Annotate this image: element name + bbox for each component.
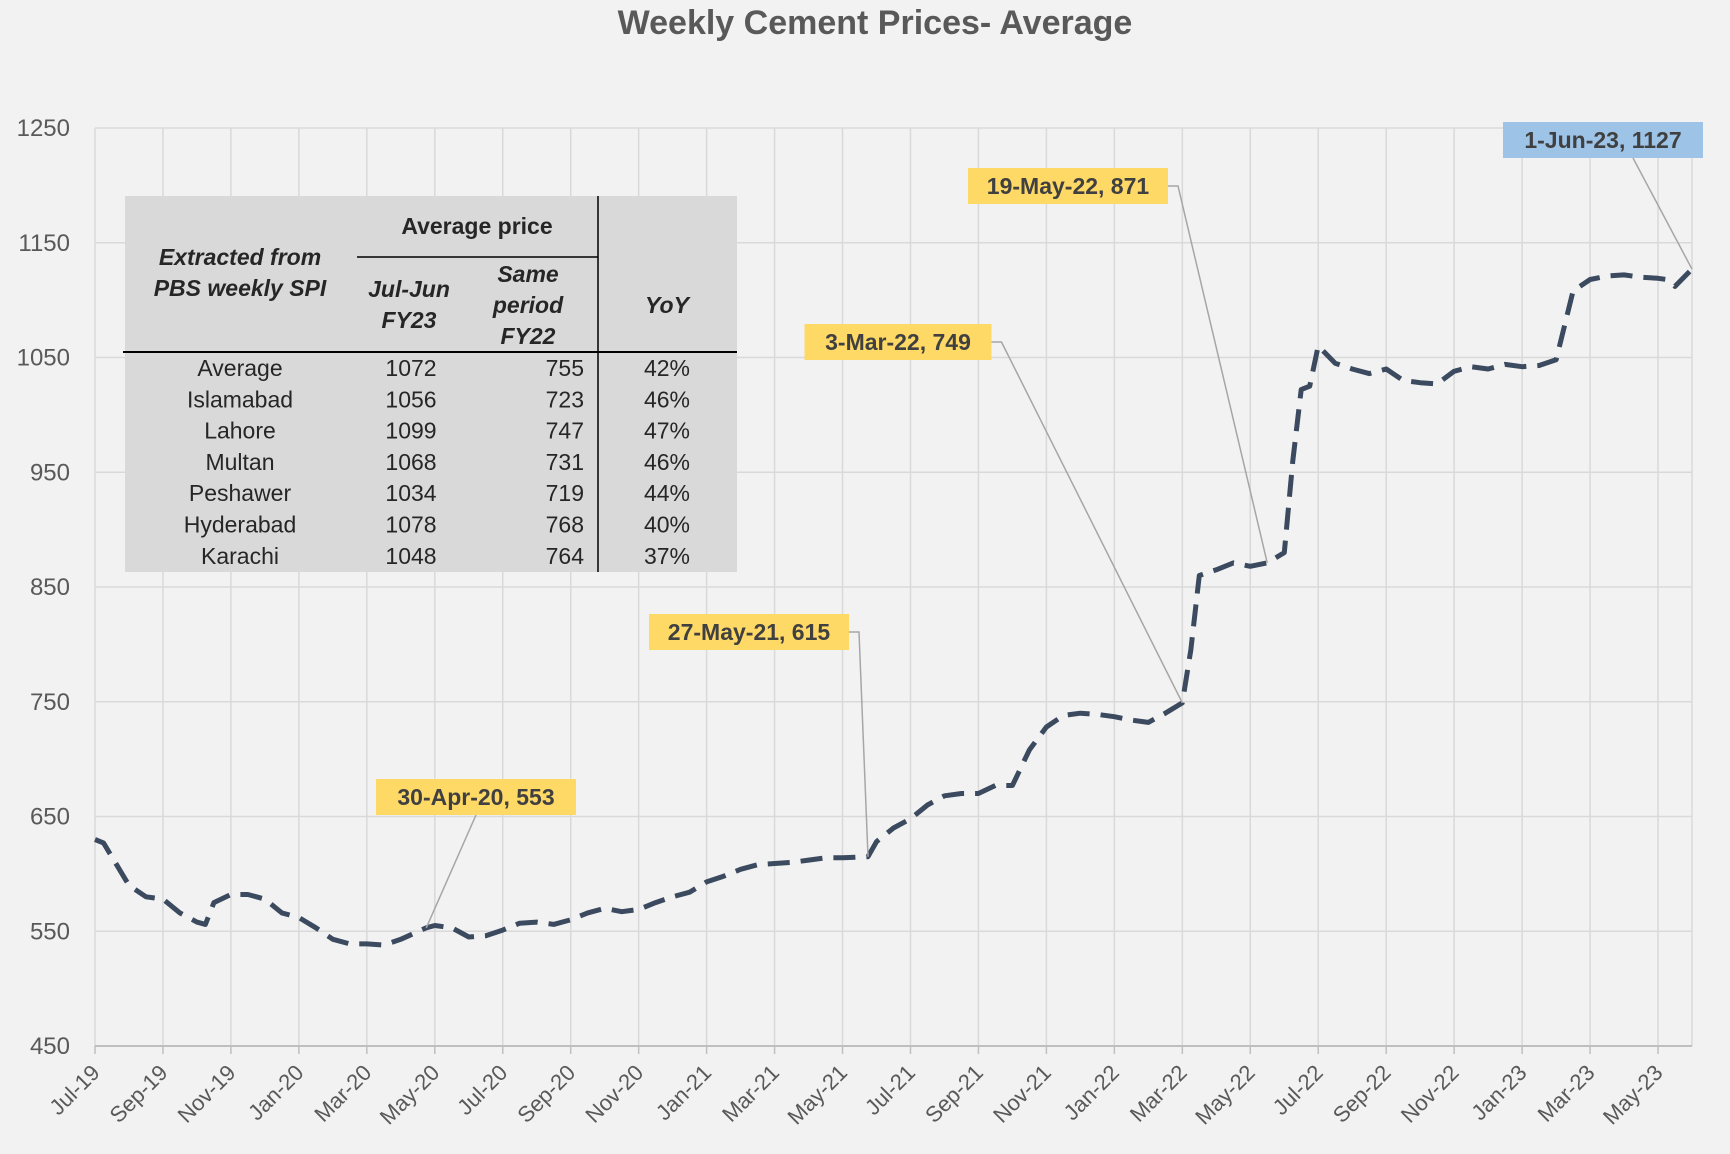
table-cell-city: Hyderabad — [184, 512, 297, 538]
y-tick-label: 1250 — [17, 115, 70, 142]
x-tick-label: Nov-19 — [173, 1060, 241, 1128]
table-header-previous: Same — [497, 261, 559, 287]
x-tick-label: Jan-22 — [1059, 1060, 1124, 1125]
table-cell-city: Karachi — [201, 543, 279, 569]
table-cell-fy23: 1068 — [385, 449, 436, 475]
callouts: 30-Apr-20, 553 27-May-21, 615 3-Mar-22, 74… — [376, 122, 1703, 929]
x-tick-label: Jan-21 — [651, 1060, 716, 1125]
chart-title: Weekly Cement Prices- Average — [618, 4, 1133, 42]
table-cell-city: Peshawer — [189, 480, 292, 506]
x-tick-label: Nov-20 — [580, 1060, 648, 1128]
table-cell-fy23: 1099 — [385, 418, 436, 444]
table-cell-yoy: 42% — [644, 355, 690, 381]
x-tick-label: Nov-21 — [988, 1060, 1056, 1128]
callout-label: 27-May-21, 615 — [668, 619, 831, 645]
callout-leader — [1632, 157, 1693, 270]
callout: 30-Apr-20, 553 — [376, 779, 576, 929]
table-cell-city: Multan — [205, 449, 274, 475]
x-tick-label: Mar-23 — [1533, 1060, 1600, 1127]
x-tick-label: May-23 — [1598, 1060, 1668, 1130]
y-tick-label: 450 — [30, 1033, 70, 1060]
callout: 27-May-21, 615 — [649, 614, 869, 857]
table-cell-yoy: 44% — [644, 480, 690, 506]
table-header-source: PBS weekly SPI — [154, 275, 327, 301]
x-tick-label: May-21 — [783, 1060, 853, 1130]
table-cell-fy22: 764 — [546, 543, 585, 569]
table-header-current: FY23 — [382, 307, 437, 333]
table-cell-fy22: 723 — [546, 386, 584, 412]
x-tick-label: Jul-22 — [1268, 1060, 1328, 1120]
callout: 1-Jun-23, 1127 — [1503, 122, 1703, 270]
table-cell-yoy: 46% — [644, 386, 690, 412]
table-cell-fy23: 1048 — [385, 543, 436, 569]
x-tick-label: Sep-21 — [920, 1060, 988, 1128]
x-tick-label: Nov-22 — [1396, 1060, 1464, 1128]
table-header-previous: period — [492, 292, 564, 318]
x-tick-label: Mar-22 — [1125, 1060, 1192, 1127]
callout-label: 1-Jun-23, 1127 — [1524, 127, 1681, 153]
table-cell-yoy: 46% — [644, 449, 690, 475]
callout-leader — [425, 814, 477, 929]
table-cell-fy23: 1078 — [385, 512, 436, 538]
x-tick-label: Sep-20 — [512, 1060, 580, 1128]
callout-box — [968, 168, 1168, 204]
table-cell-fy22: 768 — [546, 512, 584, 538]
table-header-yoy: YoY — [645, 292, 692, 318]
callout: 19-May-22, 871 — [968, 168, 1268, 564]
y-tick-label: 750 — [30, 689, 70, 716]
callout-label: 30-Apr-20, 553 — [397, 784, 554, 810]
table-cell-city: Lahore — [204, 418, 276, 444]
table-header-group: Average price — [401, 213, 552, 239]
table-cell-yoy: 47% — [644, 418, 690, 444]
y-tick-label: 1050 — [17, 345, 70, 372]
y-tick-label: 850 — [30, 574, 70, 601]
table-cell-fy22: 755 — [546, 355, 584, 381]
x-tick-label: Jan-23 — [1466, 1060, 1531, 1125]
callout-box — [649, 614, 849, 650]
y-axis-ticks: 450 550 650 750 850 950 1050 1150 1250 — [17, 115, 70, 1060]
y-tick-label: 1150 — [18, 230, 70, 257]
x-tick-label: Jul-19 — [44, 1060, 104, 1120]
price-series — [94, 267, 1694, 948]
callout: 3-Mar-22, 749 — [804, 324, 1183, 704]
series-line — [94, 267, 1694, 948]
table-cell-city: Islamabad — [187, 386, 293, 412]
table-header-source: Extracted from — [159, 244, 321, 270]
table-cell-city: Average — [197, 355, 282, 381]
table-cell-fy22: 747 — [546, 418, 584, 444]
callout-leader — [991, 341, 1183, 704]
table-cell-fy23: 1056 — [385, 386, 436, 412]
y-tick-label: 950 — [30, 459, 70, 486]
callout-box — [1503, 122, 1703, 158]
x-tick-label: Sep-22 — [1328, 1060, 1396, 1128]
table-background — [125, 196, 737, 572]
table-header-previous: FY22 — [501, 323, 556, 349]
x-tick-label: May-22 — [1190, 1060, 1260, 1130]
table-cell-fy22: 731 — [546, 449, 584, 475]
callout-leader — [849, 631, 869, 857]
x-tick-label: Jul-21 — [860, 1060, 920, 1120]
x-tick-label: Sep-19 — [105, 1060, 173, 1128]
callout-label: 3-Mar-22, 749 — [825, 329, 971, 355]
x-tick-label: Jul-20 — [452, 1060, 512, 1120]
y-tick-label: 650 — [30, 804, 70, 831]
x-tick-label: Mar-21 — [717, 1060, 784, 1127]
table-cell-fy23: 1034 — [385, 480, 436, 506]
x-tick-label: Jan-20 — [243, 1060, 308, 1125]
callout-leader — [1168, 185, 1268, 564]
callout-box — [376, 779, 576, 815]
x-tick-label: Mar-20 — [309, 1060, 376, 1127]
callout-label: 19-May-22, 871 — [987, 173, 1150, 199]
table-cell-fy22: 719 — [546, 480, 584, 506]
table-cell-fy23: 1072 — [385, 355, 436, 381]
y-tick-label: 550 — [30, 918, 70, 945]
table-cell-yoy: 40% — [644, 512, 690, 538]
summary-table: Extracted from PBS weekly SPI Average pric… — [123, 196, 737, 572]
table-cell-yoy: 37% — [644, 543, 690, 569]
table-header-current: Jul-Jun — [368, 276, 450, 302]
callout-box — [804, 324, 992, 360]
x-tick-label: May-20 — [375, 1060, 445, 1130]
